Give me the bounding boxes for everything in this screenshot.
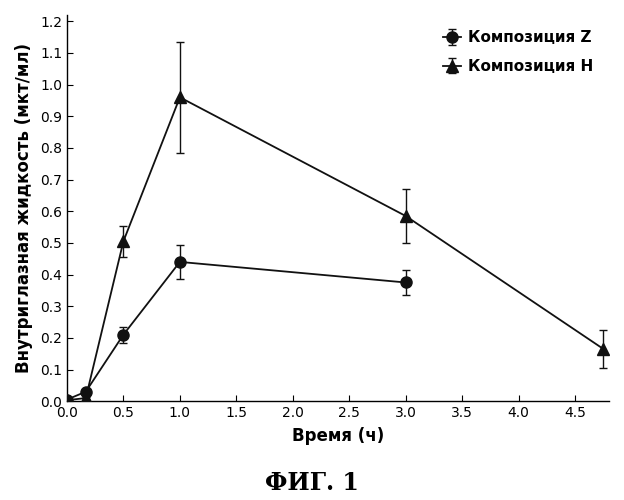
Y-axis label: Внутриглазная жидкость (мкт/мл): Внутриглазная жидкость (мкт/мл) — [15, 43, 33, 373]
Text: ФИГ. 1: ФИГ. 1 — [265, 471, 359, 495]
X-axis label: Время (ч): Время (ч) — [292, 427, 384, 445]
Legend: Композиция Z, Композиция Н: Композиция Z, Композиция Н — [435, 22, 602, 82]
